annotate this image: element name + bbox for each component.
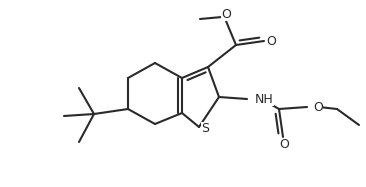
Text: O: O [221, 7, 231, 21]
Text: O: O [266, 34, 276, 47]
Text: S: S [201, 122, 209, 134]
Text: O: O [279, 139, 289, 151]
Text: NH: NH [255, 93, 274, 105]
Text: O: O [313, 100, 323, 114]
